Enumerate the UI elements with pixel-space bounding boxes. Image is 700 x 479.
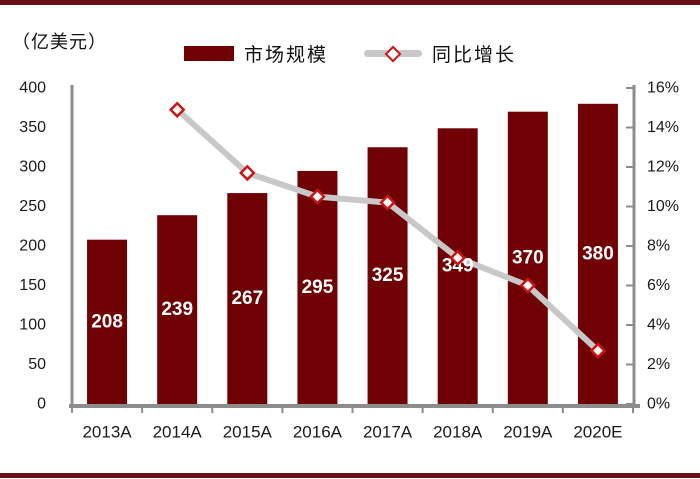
x-axis-label-2020E: 2020E	[573, 423, 622, 442]
bar-value-label-2018A: 349	[442, 256, 474, 277]
bar-2015A	[227, 193, 268, 404]
x-axis-label-2017A: 2017A	[363, 423, 413, 442]
bar-2019A	[507, 111, 548, 404]
right-axis-tick-label: 16%	[647, 80, 679, 97]
right-axis-tick-label: 2%	[647, 356, 670, 373]
legend-line-label: 同比增长	[432, 44, 517, 66]
left-axis-tick-label: 200	[19, 238, 46, 255]
x-axis-label-2019A: 2019A	[503, 423, 553, 442]
left-axis-tick-label: 0	[37, 396, 46, 413]
marker-2019A	[519, 277, 537, 294]
left-axis-tick-label: 150	[19, 277, 46, 294]
top-border-rule	[0, 0, 700, 5]
unit-label: （亿美元）	[12, 32, 107, 53]
left-axis-tick-label: 400	[19, 80, 46, 97]
bar-2014A	[157, 215, 198, 404]
bar-value-label-2019A: 370	[512, 247, 544, 268]
marker-2016A	[309, 188, 326, 205]
left-axis-tick-label: 100	[19, 317, 46, 334]
legend: 市场规模 同比增长	[0, 40, 700, 67]
legend-line-swatch	[364, 45, 422, 62]
bar-2017A	[367, 147, 408, 404]
left-axis-tick-label: 50	[28, 356, 46, 373]
right-axis-tick-label: 4%	[647, 317, 670, 334]
right-axis-tick-label: 6%	[647, 277, 670, 294]
x-axis-label-2013A: 2013A	[82, 423, 132, 442]
right-axis-tick-label: 14%	[647, 119, 679, 136]
left-axis-tick-label: 250	[19, 198, 46, 215]
right-axis-tick-label: 0%	[647, 396, 670, 413]
bar-2016A	[297, 170, 338, 404]
legend-item-yoy-growth: 同比增长	[364, 40, 516, 67]
bar-value-label-2017A: 325	[372, 265, 404, 286]
x-axis-label-2016A: 2016A	[293, 423, 343, 442]
bar-value-label-2020E: 380	[582, 243, 614, 264]
right-axis-tick-label: 8%	[647, 238, 670, 255]
bottom-border-rule	[0, 473, 700, 478]
legend-item-market-size: 市场规模	[183, 40, 328, 67]
x-axis-label-2014A: 2014A	[153, 423, 203, 442]
bar-value-label-2013A: 208	[91, 311, 123, 332]
left-axis-tick-label: 350	[19, 119, 46, 136]
x-axis-label-2018A: 2018A	[433, 423, 483, 442]
left-axis-tick-label: 300	[19, 159, 46, 176]
right-axis-tick-label: 12%	[647, 159, 679, 176]
marker-2020E	[589, 342, 607, 359]
bar-value-label-2014A: 239	[161, 299, 193, 320]
x-axis-label-2015A: 2015A	[223, 423, 273, 442]
bar-2013A	[87, 239, 128, 404]
marker-2015A	[239, 164, 256, 182]
legend-bar-swatch	[183, 46, 234, 61]
marker-2018A	[449, 249, 466, 267]
marker-2014A	[168, 101, 186, 118]
legend-bar-label: 市场规模	[243, 44, 328, 66]
bar-value-label-2015A: 267	[231, 288, 263, 309]
right-axis-tick-label: 10%	[647, 198, 679, 215]
bar-value-label-2016A: 295	[302, 277, 334, 298]
marker-2017A	[379, 194, 396, 211]
